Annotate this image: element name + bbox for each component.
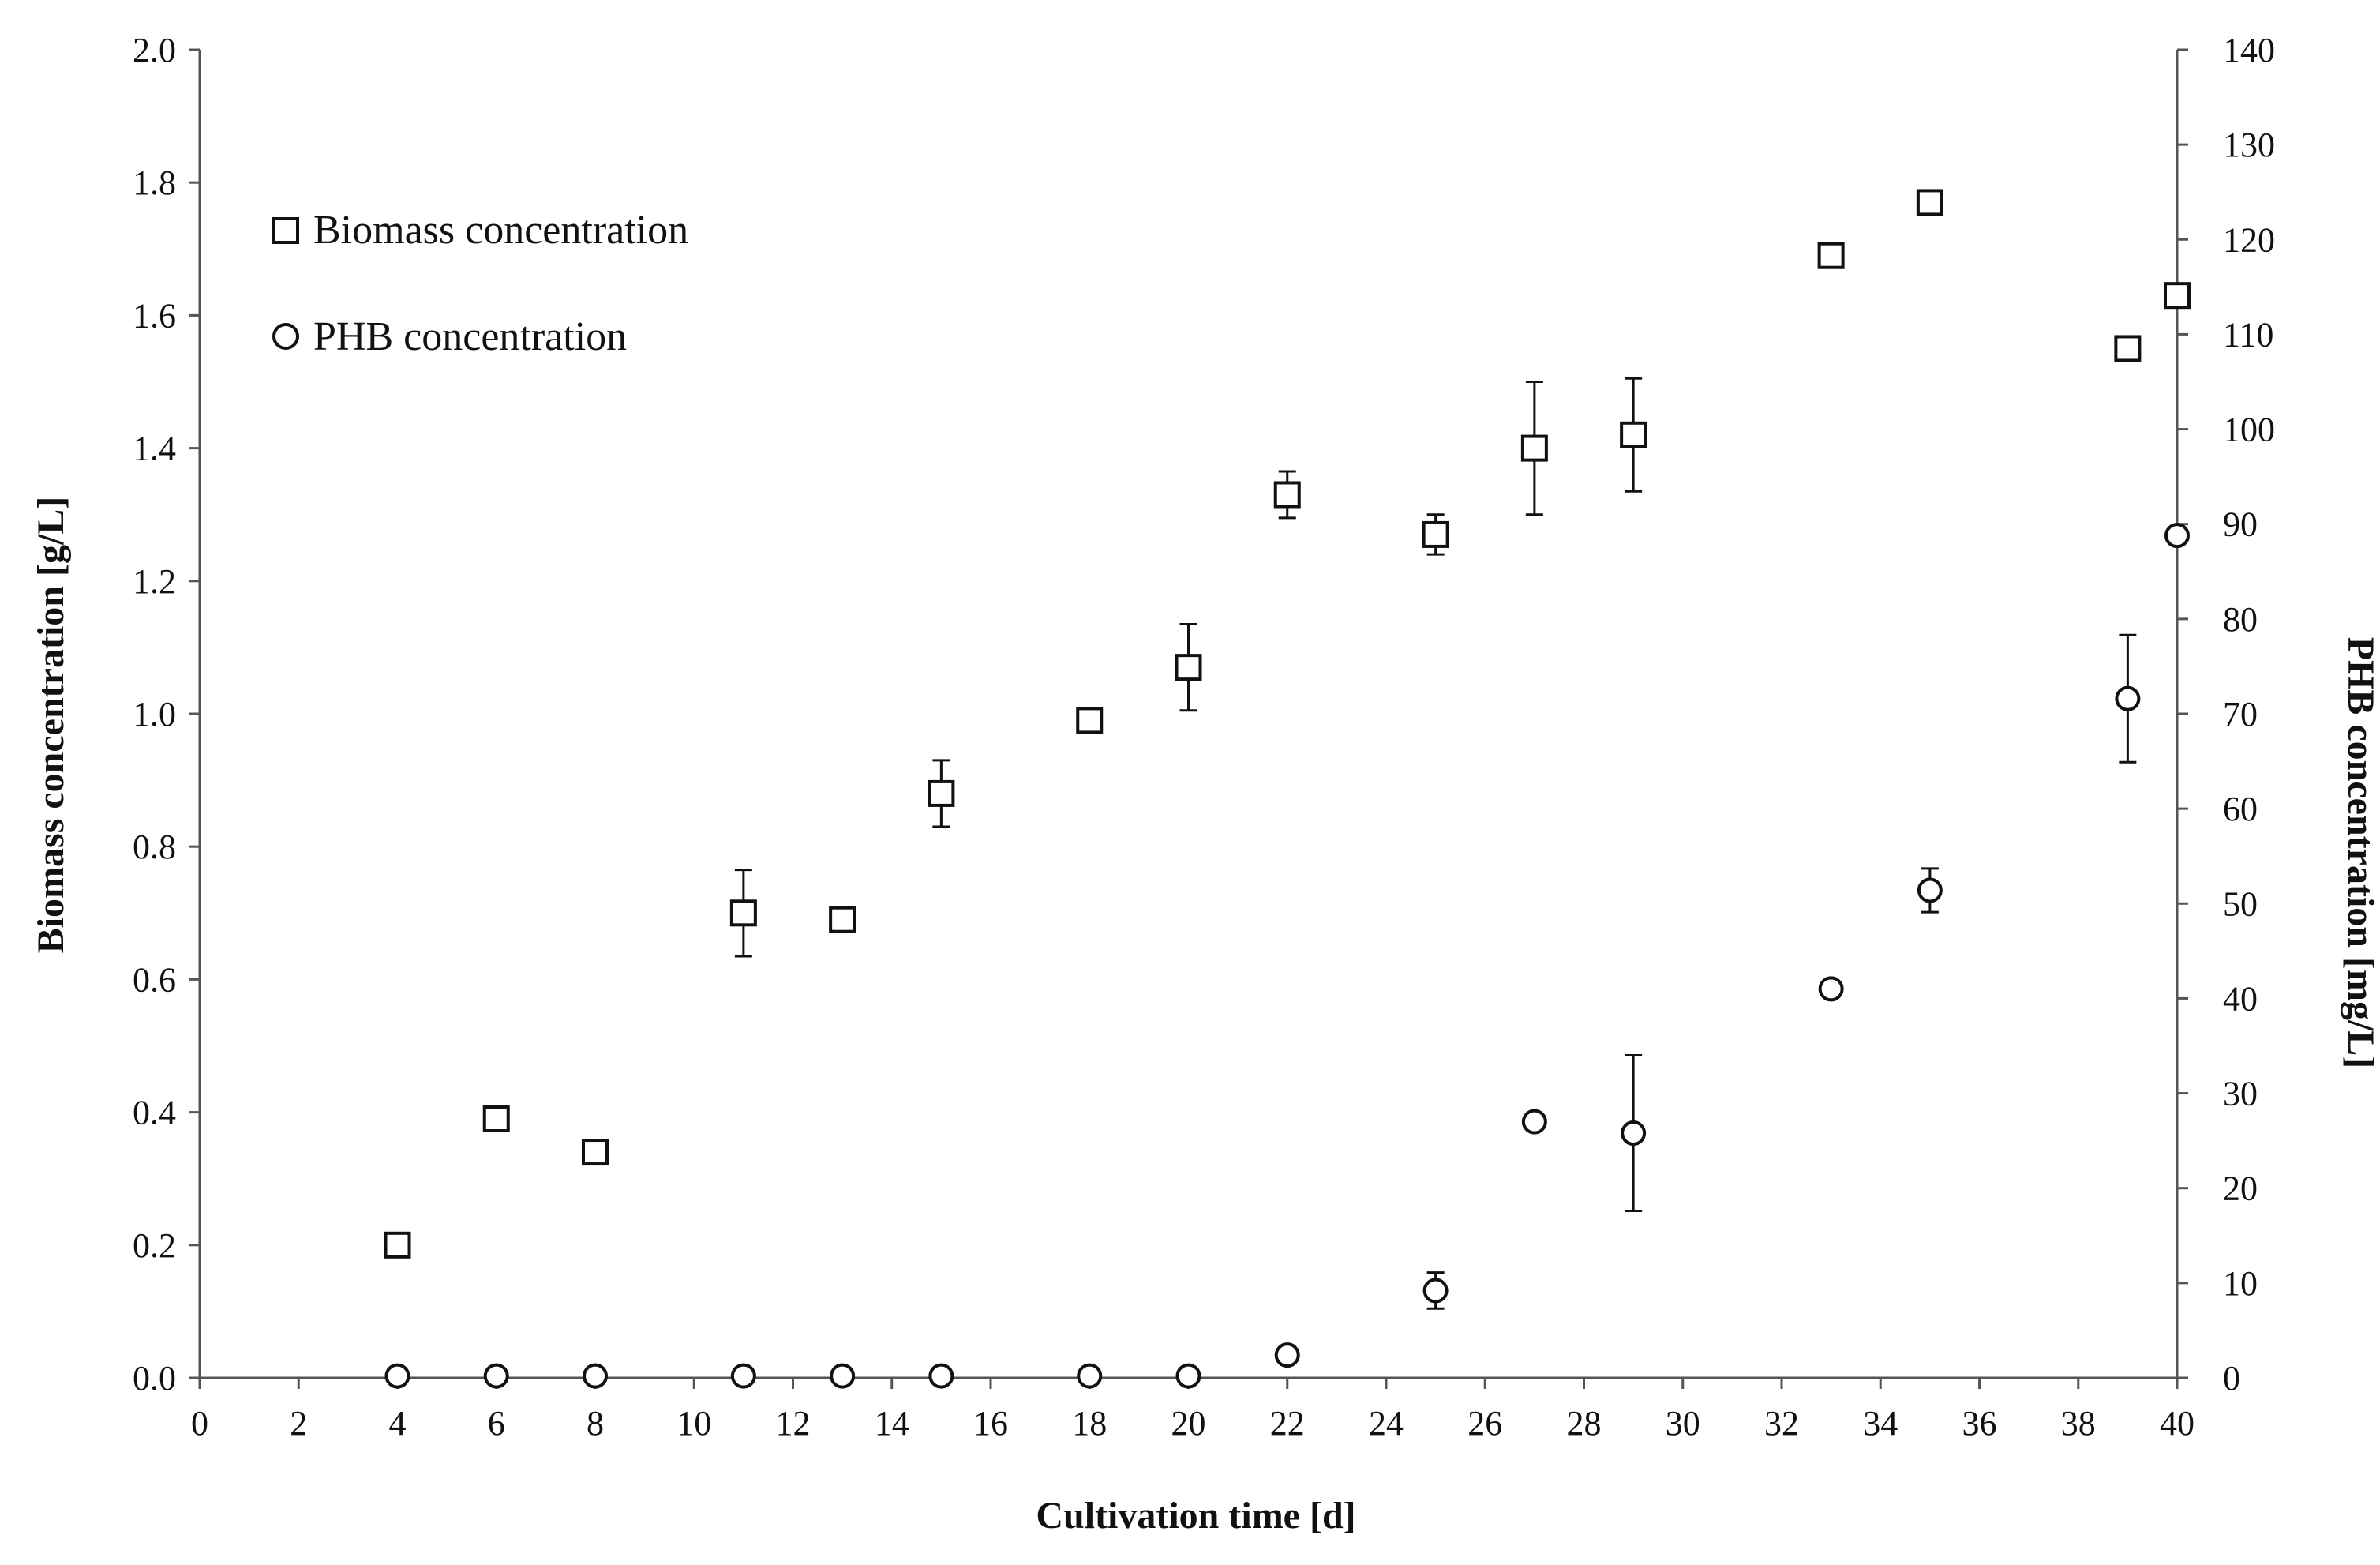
y-axis-title: Biomass concentration [g/L] <box>30 497 72 954</box>
x-tick-label: 20 <box>1171 1404 1206 1443</box>
y2-tick-label: 30 <box>2223 1075 2258 1113</box>
y-tick-label: 1.8 <box>133 163 176 202</box>
biomass-point <box>1817 242 1845 269</box>
x-tick-label: 30 <box>1666 1404 1700 1443</box>
phb-point <box>1621 1120 1647 1147</box>
y-tick-label: 1.2 <box>133 562 176 601</box>
x-tick-label: 36 <box>1962 1404 1997 1443</box>
phb-point <box>1077 1363 1103 1389</box>
biomass-point <box>1422 520 1449 548</box>
biomass-point <box>384 1231 411 1259</box>
x-tick-label: 2 <box>290 1404 307 1443</box>
phb-point <box>2115 685 2141 711</box>
biomass-point <box>2164 282 2191 310</box>
legend-label-phb: PHB concentration <box>313 314 627 359</box>
data-marks <box>384 189 2191 1389</box>
phb-point <box>1521 1109 1547 1135</box>
x-axis-title: Cultivation time [d] <box>1036 1495 1355 1537</box>
phb-point <box>1422 1278 1449 1304</box>
y-tick-label: 2.0 <box>133 31 176 69</box>
x-tick-label: 24 <box>1369 1404 1404 1443</box>
x-tick-label: 26 <box>1467 1404 1502 1443</box>
x-tick-label: 6 <box>488 1404 505 1443</box>
biomass-point <box>2114 335 2142 362</box>
y-tick-label: 0.2 <box>133 1226 176 1265</box>
biomass-point <box>1175 654 1202 681</box>
x-tick-label: 28 <box>1567 1404 1602 1443</box>
biomass-point <box>1520 434 1548 462</box>
y-tick-label: 0.8 <box>133 828 176 866</box>
y-tick-label: 0.4 <box>133 1094 176 1132</box>
y2-tick-label: 60 <box>2223 790 2258 828</box>
y2-tick-label: 90 <box>2223 505 2258 544</box>
x-tick-label: 18 <box>1072 1404 1107 1443</box>
phb-point <box>384 1363 410 1389</box>
y2-tick-label: 70 <box>2223 695 2258 734</box>
phb-point <box>483 1363 509 1389</box>
legend-item-biomass: Biomass concentration <box>272 208 688 253</box>
biomass-point <box>729 899 757 927</box>
biomass-point <box>1916 189 1943 216</box>
biomass-point <box>829 906 856 933</box>
y-axis-ticks: 0.0 0.2 0.4 0.6 0.8 1.0 1.2 1.4 1.6 1.8 2.0 <box>133 31 200 1398</box>
x-tick-label: 16 <box>973 1404 1008 1443</box>
y-tick-label: 0.6 <box>133 960 176 999</box>
biomass-point <box>1273 481 1301 509</box>
x-tick-label: 34 <box>1863 1404 1898 1443</box>
x-tick-label: 8 <box>587 1404 604 1443</box>
y2-tick-label: 50 <box>2223 884 2258 923</box>
biomass-point <box>1620 421 1647 448</box>
x-tick-label: 32 <box>1764 1404 1799 1443</box>
phb-point <box>583 1363 608 1389</box>
biomass-point <box>1076 707 1104 734</box>
phb-point <box>928 1363 954 1389</box>
x-tick-label: 10 <box>677 1404 711 1443</box>
y2-tick-label: 120 <box>2223 220 2275 259</box>
x-tick-label: 0 <box>191 1404 208 1443</box>
x-tick-label: 4 <box>389 1404 407 1443</box>
x-tick-label: 14 <box>875 1404 909 1443</box>
y2-tick-label: 130 <box>2223 126 2275 164</box>
legend-item-phb: PHB concentration <box>272 314 627 359</box>
y-tick-label: 1.6 <box>133 296 176 335</box>
y2-axis-title: PHB concentration [mg/L] <box>2340 637 2380 1069</box>
x-tick-label: 22 <box>1270 1404 1305 1443</box>
legend: Biomass concentration PHB concentration <box>272 208 688 359</box>
phb-point <box>2164 523 2190 549</box>
y2-tick-label: 100 <box>2223 411 2275 449</box>
phb-point <box>1917 877 1943 903</box>
x-tick-label: 12 <box>776 1404 811 1443</box>
square-marker-icon <box>272 217 299 244</box>
circle-marker-icon <box>272 323 299 350</box>
biomass-point <box>482 1105 510 1133</box>
y2-tick-label: 0 <box>2223 1359 2240 1398</box>
legend-label-biomass: Biomass concentration <box>313 208 688 253</box>
y-tick-label: 0.0 <box>133 1359 176 1398</box>
phb-point <box>1818 976 1844 1002</box>
biomass-point <box>582 1139 609 1166</box>
x-tick-label: 38 <box>2061 1404 2096 1443</box>
phb-point <box>730 1363 756 1389</box>
x-tick-label: 40 <box>2160 1404 2194 1443</box>
y2-tick-label: 40 <box>2223 979 2258 1018</box>
biomass-point <box>928 779 955 807</box>
y2-axis-ticks: 0 10 20 30 40 50 60 70 80 90 100 110 120 130 140 <box>2177 31 2275 1398</box>
y2-tick-label: 20 <box>2223 1169 2258 1208</box>
phb-point <box>1175 1363 1201 1389</box>
y2-tick-label: 80 <box>2223 600 2258 639</box>
x-axis-ticks: 0 2 4 6 8 10 12 14 16 18 20 22 24 26 28 30 32 34 36 38 40 <box>191 1378 2194 1443</box>
y2-tick-label: 10 <box>2223 1264 2258 1303</box>
phb-point <box>1274 1342 1300 1368</box>
y-tick-label: 1.4 <box>133 430 176 468</box>
y2-tick-label: 110 <box>2223 315 2273 354</box>
y-tick-label: 1.0 <box>133 695 176 734</box>
y2-tick-label: 140 <box>2223 31 2275 69</box>
phb-point <box>830 1363 856 1389</box>
